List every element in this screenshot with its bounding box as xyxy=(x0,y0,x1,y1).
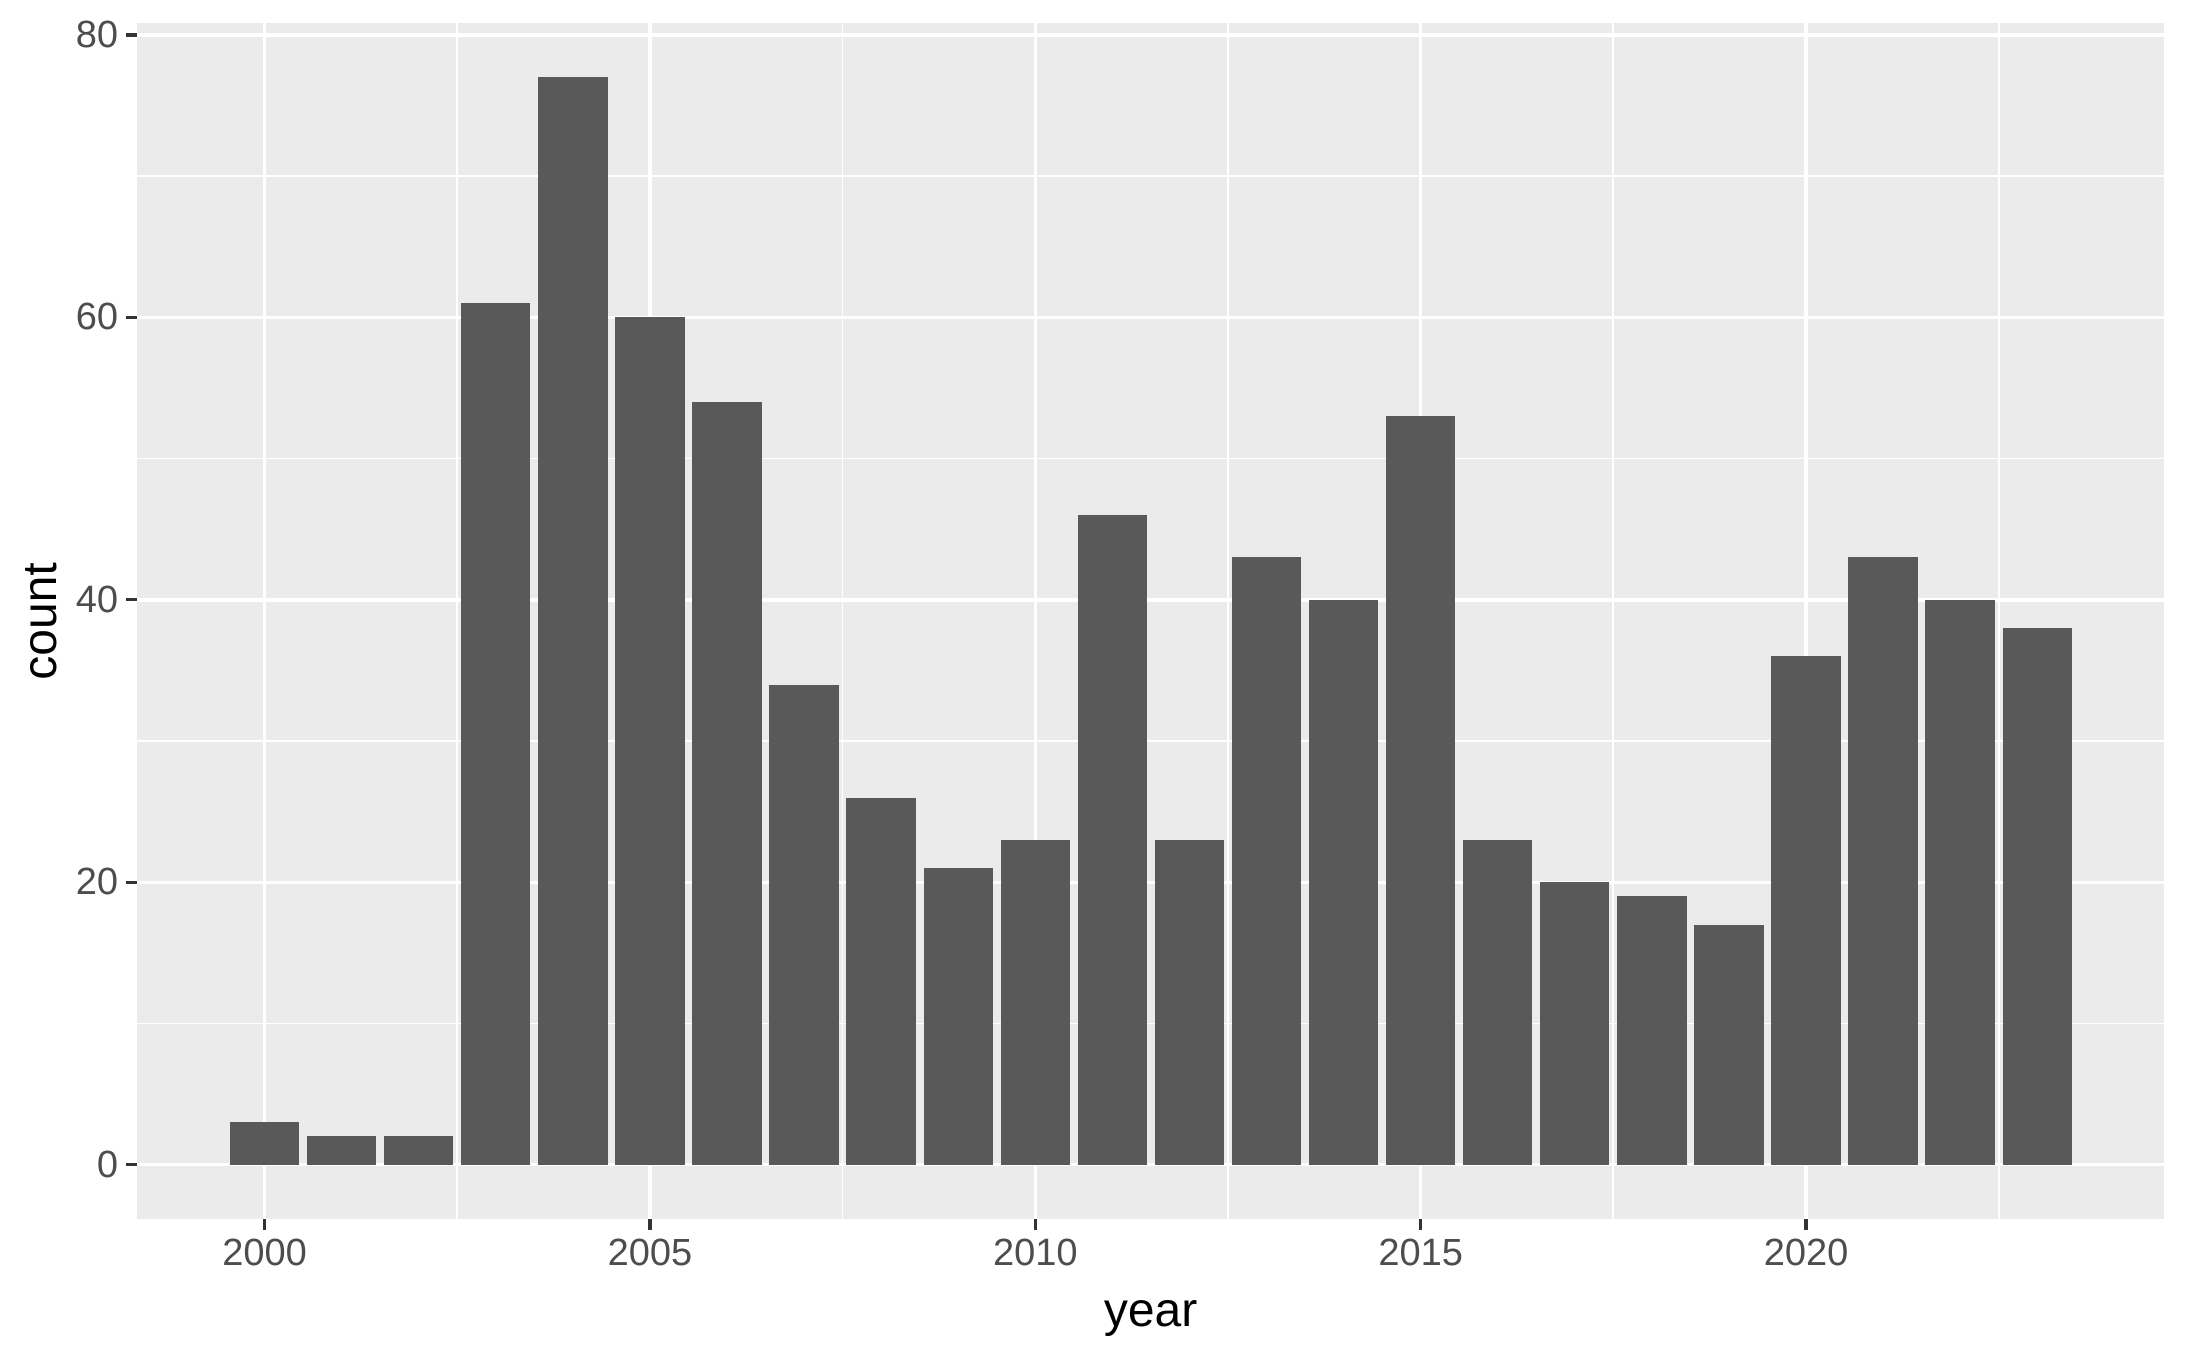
bar-2008 xyxy=(846,797,916,1165)
x-tick-label: 2010 xyxy=(992,1232,1078,1274)
bar-2007 xyxy=(769,684,839,1165)
major-gridline-y xyxy=(137,33,2164,37)
x-tick-label: 2000 xyxy=(222,1232,307,1274)
x-tick-label: 2015 xyxy=(1378,1232,1463,1274)
x-tick-label: 2005 xyxy=(607,1232,693,1274)
y-tick-label: 80 xyxy=(75,14,118,56)
y-tick-label: 40 xyxy=(75,578,118,621)
x-tick-label: 2020 xyxy=(1763,1232,1849,1274)
bar-2015 xyxy=(1385,416,1456,1165)
major-gridline-y xyxy=(137,315,2164,320)
bar-2003 xyxy=(461,303,531,1165)
major-gridline-y xyxy=(137,598,2164,602)
minor-gridline-x xyxy=(1997,23,2000,1219)
minor-gridline-x xyxy=(1612,23,1615,1219)
minor-gridline-y xyxy=(137,1022,2164,1025)
bar-2000 xyxy=(229,1122,300,1165)
bar-2022 xyxy=(1925,599,1995,1165)
x-axis-tick xyxy=(648,1219,652,1230)
x-axis-tick xyxy=(262,1219,267,1230)
minor-gridline-y xyxy=(137,457,2164,460)
bar-2002 xyxy=(384,1136,454,1165)
x-axis-tick xyxy=(1419,1219,1423,1230)
bar-2012 xyxy=(1154,839,1225,1165)
y-tick-label: 20 xyxy=(75,861,118,904)
minor-gridline-y xyxy=(137,175,2164,178)
y-axis-tick xyxy=(126,880,137,884)
bar-2017 xyxy=(1540,882,1610,1165)
bar-2018 xyxy=(1617,896,1687,1165)
minor-gridline-x xyxy=(1227,23,1229,1219)
y-tick-label: 60 xyxy=(75,296,118,339)
y-axis-title: count xyxy=(14,562,67,680)
major-gridline-y xyxy=(137,880,2164,884)
bar-2006 xyxy=(692,402,762,1165)
bar-2021 xyxy=(1848,557,1918,1165)
bar-2019 xyxy=(1694,924,1764,1165)
y-axis-tick xyxy=(126,315,137,319)
major-gridline-y xyxy=(137,1162,2164,1167)
major-gridline-x xyxy=(1033,23,1037,1219)
bar-2009 xyxy=(923,868,993,1165)
bar-2020 xyxy=(1771,656,1841,1165)
minor-gridline-y xyxy=(137,740,2164,742)
bar-2016 xyxy=(1463,839,1533,1165)
x-axis-tick xyxy=(1804,1219,1808,1230)
major-gridline-x xyxy=(262,23,267,1219)
bar-2001 xyxy=(306,1136,377,1165)
minor-gridline-x xyxy=(841,23,844,1219)
bar-2004 xyxy=(538,77,608,1165)
minor-gridline-x xyxy=(456,23,459,1219)
y-axis-tick xyxy=(126,33,137,37)
bar-2023 xyxy=(2002,628,2072,1165)
y-axis-tick xyxy=(126,598,137,602)
y-tick-label: 0 xyxy=(96,1143,118,1186)
bar-2014 xyxy=(1308,599,1379,1165)
x-axis-tick xyxy=(1033,1219,1037,1230)
bar-2005 xyxy=(615,317,685,1165)
x-axis-title: year xyxy=(1103,1284,1198,1337)
major-gridline-x xyxy=(1804,23,1808,1219)
bar-2010 xyxy=(1000,839,1070,1165)
y-axis-tick xyxy=(126,1163,137,1167)
bar-2011 xyxy=(1077,515,1148,1165)
bar-2013 xyxy=(1231,557,1302,1165)
